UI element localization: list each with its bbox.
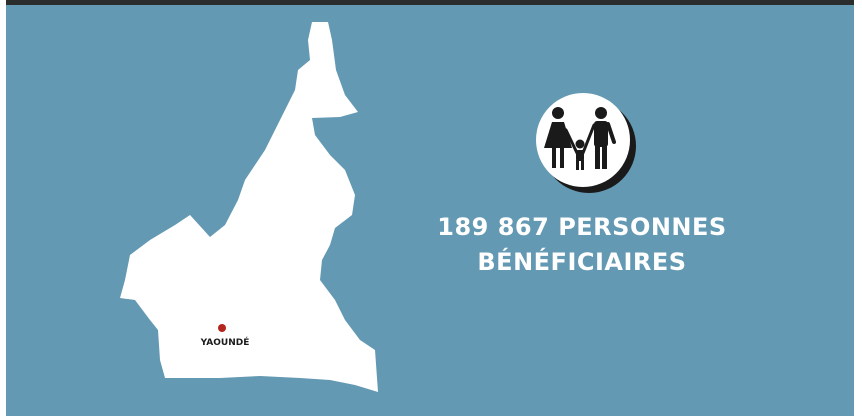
city-marker (218, 324, 226, 332)
stat-line: 189 867 PERSONNES (437, 213, 726, 241)
background-panel (6, 0, 854, 416)
page: YAOUNDÉ 189 867 PERSONNES BÉNÉFICIAIRES … (0, 0, 862, 416)
stat-line: BÉNÉFICIAIRES (477, 247, 686, 276)
photo-strip (6, 0, 854, 5)
city-label: YAOUNDÉ (200, 336, 250, 348)
infographic: YAOUNDÉ 189 867 PERSONNES BÉNÉFICIAIRES (0, 0, 862, 416)
